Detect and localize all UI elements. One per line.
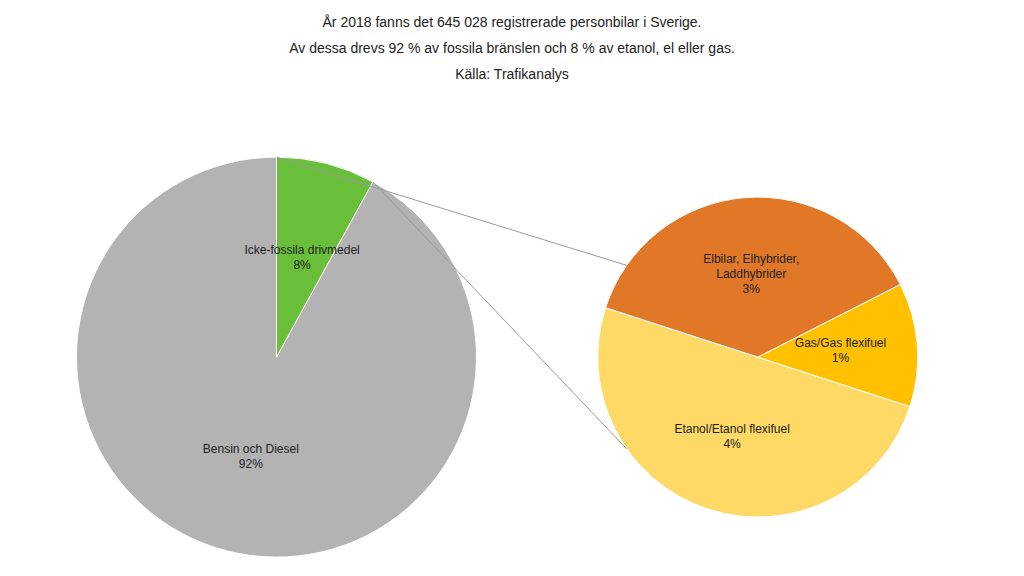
svg-text:4%: 4% (723, 437, 741, 451)
svg-text:3%: 3% (743, 282, 761, 296)
svg-text:92%: 92% (239, 457, 263, 471)
svg-text:Elbilar, Elhybrider,: Elbilar, Elhybrider, (703, 252, 799, 266)
svg-text:År 2018 fanns det 645 028 regi: År 2018 fanns det 645 028 registrerade p… (322, 14, 701, 30)
svg-text:Icke-fossila drivmedel: Icke-fossila drivmedel (244, 243, 359, 257)
svg-text:Bensin och Diesel: Bensin och Diesel (203, 442, 299, 456)
svg-text:Gas/Gas flexifuel: Gas/Gas flexifuel (795, 336, 886, 350)
svg-text:Källa: Trafikanalys: Källa: Trafikanalys (455, 66, 569, 82)
svg-text:Av dessa drevs 92 % av fossila: Av dessa drevs 92 % av fossila bränslen … (289, 40, 735, 56)
svg-text:Etanol/Etanol flexifuel: Etanol/Etanol flexifuel (674, 422, 789, 436)
svg-text:8%: 8% (293, 258, 311, 272)
svg-text:1%: 1% (832, 351, 850, 365)
svg-text:Laddhybrider: Laddhybrider (716, 267, 786, 281)
